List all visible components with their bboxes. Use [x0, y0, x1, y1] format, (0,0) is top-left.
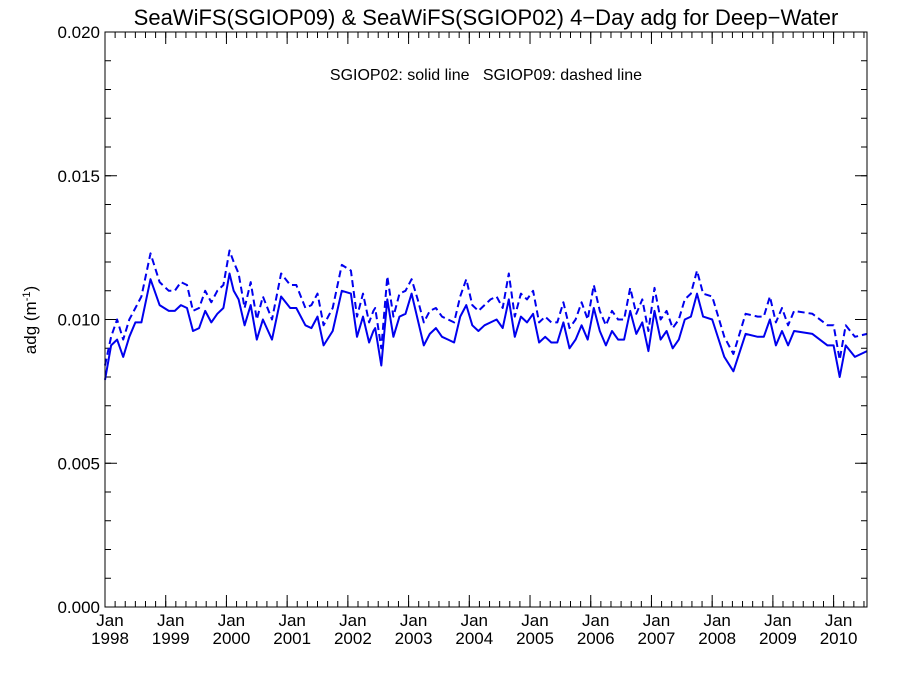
y-axis-label-suffix: )	[21, 286, 40, 292]
x-tick-label-year: 2000	[213, 629, 251, 648]
x-tick-label-month: Jan	[157, 611, 184, 630]
x-tick-label-year: 1998	[91, 629, 129, 648]
x-tick-label-month: Jan	[218, 611, 245, 630]
y-tick-label: 0.000	[57, 598, 100, 617]
series-legend-annotation: SGIOP02: solid line SGIOP09: dashed line	[330, 67, 642, 84]
axes: 0.0000.0050.0100.0150.020Jan1998Jan1999J…	[57, 23, 867, 648]
x-tick-label-month: Jan	[339, 611, 366, 630]
x-tick-label-month: Jan	[278, 611, 305, 630]
x-tick-label-month: Jan	[764, 611, 791, 630]
plot-frame	[104, 31, 868, 608]
series-lines	[104, 249, 868, 381]
x-tick-label-year: 2001	[273, 629, 311, 648]
x-tick-label-month: Jan	[400, 611, 427, 630]
x-tick-label-year: 2002	[334, 629, 372, 648]
x-tick-label-year: 2006	[577, 629, 615, 648]
y-tick-label: 0.015	[57, 167, 100, 186]
chart-title: SeaWiFS(SGIOP09) & SeaWiFS(SGIOP02) 4−Da…	[134, 5, 839, 30]
x-tick-label-month: Jan	[582, 611, 609, 630]
x-tick-label-month: Jan	[521, 611, 548, 630]
x-tick-label-year: 2005	[516, 629, 554, 648]
y-axis-label: adg (m-1)	[21, 286, 40, 354]
x-tick-label-month: Jan	[703, 611, 730, 630]
x-tick-label-year: 1999	[152, 629, 190, 648]
x-tick-label-year: 2004	[455, 629, 493, 648]
y-tick-label: 0.010	[57, 311, 100, 330]
x-tick-label-month: Jan	[461, 611, 488, 630]
x-tick-label-month: Jan	[96, 611, 123, 630]
x-tick-label-month: Jan	[643, 611, 670, 630]
x-tick-label-month: Jan	[825, 611, 852, 630]
y-axis-label-exponent: -1	[21, 291, 33, 301]
x-tick-label-year: 2010	[820, 629, 858, 648]
y-tick-label: 0.020	[57, 23, 100, 42]
x-tick-label-year: 2007	[638, 629, 676, 648]
x-tick-label-year: 2003	[395, 629, 433, 648]
x-tick-label-year: 2009	[759, 629, 797, 648]
y-axis-label-text: adg (m	[21, 301, 40, 354]
series-line-sgiop02-solid	[104, 272, 868, 381]
x-tick-label-year: 2008	[698, 629, 736, 648]
series-line-sgiop09-dashed	[104, 249, 868, 366]
y-tick-label: 0.005	[57, 454, 100, 473]
